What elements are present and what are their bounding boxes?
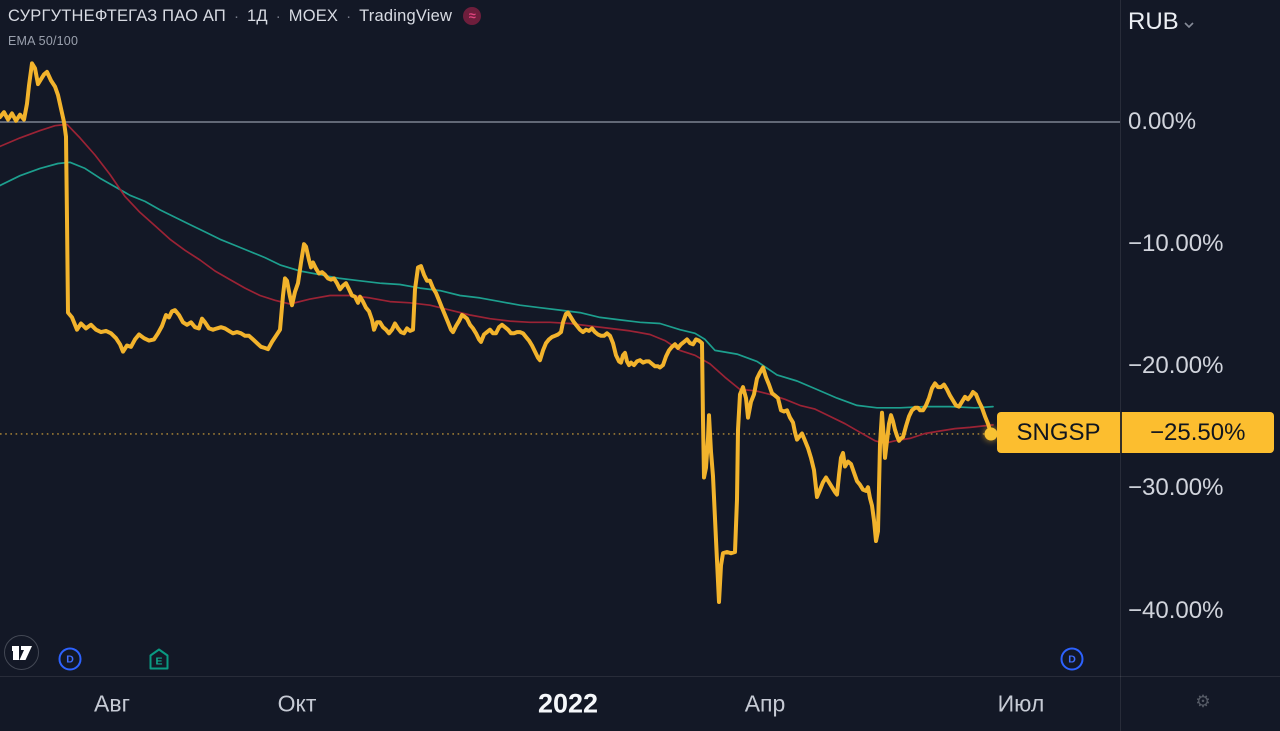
price-axis-divider (1120, 0, 1121, 731)
chevron-down-icon (1184, 22, 1194, 28)
last-price-value: −25.50% (1150, 418, 1246, 446)
legend-separator: · (346, 7, 352, 25)
ema-100-line (0, 161, 994, 409)
currency-label: RUB (1128, 8, 1179, 35)
last-price-symbol: SNGSP (1016, 418, 1101, 446)
exchange-label[interactable]: MOEX (288, 6, 339, 25)
price-axis-tick: −30.00% (1128, 474, 1224, 502)
time-axis-tick: Авг (94, 690, 130, 717)
chart-plot-area[interactable] (0, 0, 1120, 676)
symbol-title[interactable]: СУРГУТНЕФТЕГАЗ ПАО АП (8, 6, 226, 25)
currency-selector[interactable]: RUB (1128, 8, 1194, 36)
legend-separator: · (275, 7, 281, 25)
price-axis[interactable]: RUB 0.00% −10.00% −20.00% −30.00% −40.00% (1121, 0, 1280, 676)
gear-icon[interactable]: ⚙ (1195, 692, 1211, 712)
time-axis-tick: Июл (997, 690, 1045, 717)
time-axis-divider (0, 676, 1280, 677)
chart-legend: СУРГУТНЕФТЕГАЗ ПАО АП · 1Д · MOEX · Trad… (8, 4, 482, 48)
tradingview-logo-glyph (11, 645, 32, 660)
tradingview-logo[interactable] (4, 635, 39, 670)
ema-50-line (0, 123, 994, 445)
earnings-badge-shape (149, 648, 169, 670)
time-axis-tick: Окт (277, 690, 317, 717)
data-source-icon[interactable]: ≈ (463, 7, 482, 25)
earnings-marker-icon[interactable]: E (149, 648, 169, 670)
price-axis-tick: −40.00% (1128, 596, 1224, 624)
price-line (0, 61, 993, 604)
price-axis-tick: −10.00% (1128, 230, 1224, 258)
price-label-divider (1120, 412, 1122, 453)
dividend-marker-icon[interactable]: D (58, 647, 82, 671)
last-price-marker (984, 427, 998, 440)
provider-label[interactable]: TradingView (359, 6, 453, 25)
interval-label[interactable]: 1Д (246, 6, 268, 25)
time-axis-tick: 2022 (537, 688, 599, 719)
price-axis-tick: 0.00% (1128, 108, 1197, 135)
time-axis[interactable]: Авг Окт 2022 Апр Июл (0, 677, 1280, 731)
indicator-legend-ema[interactable]: EMA 50/100 (8, 34, 79, 48)
price-axis-tick: −20.00% (1128, 352, 1224, 380)
legend-separator: · (233, 7, 239, 25)
last-price-label[interactable]: SNGSP −25.50% (997, 412, 1274, 453)
time-axis-tick: Апр (744, 690, 786, 717)
dividend-marker-icon[interactable]: D (1060, 647, 1084, 671)
